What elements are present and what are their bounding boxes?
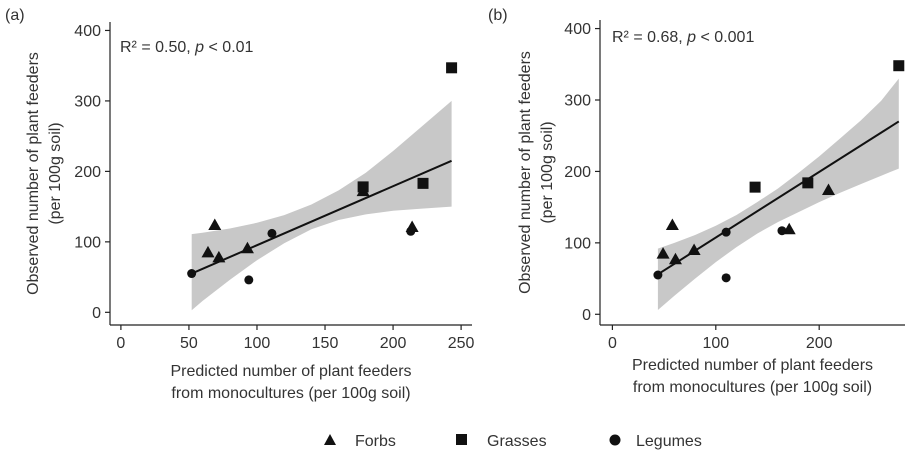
legend-item-legumes: Legumes	[609, 433, 702, 450]
panel-b-label: (b)	[488, 7, 508, 24]
r2-text: R² = 0.50,	[120, 39, 195, 56]
p-threshold: < 0.01	[204, 39, 253, 56]
x-tick-label: 100	[244, 335, 271, 352]
y-tick-label: 200	[564, 164, 591, 181]
legend-circle-marker	[609, 434, 621, 446]
legend-label-grasses: Grasses	[487, 433, 547, 450]
y-tick-label: 0	[92, 305, 101, 322]
legumes-point	[406, 226, 416, 236]
x-tick-label: 0	[116, 335, 125, 352]
confidence-band	[657, 78, 899, 310]
panel-a-plot: 0 50 100 150 200 250 0 100 200 300 400 Predicted nu…	[25, 22, 475, 402]
y-axis-title: (per 100g soil)	[47, 122, 64, 224]
p-threshold: < 0.001	[696, 29, 754, 46]
panel-a-label: (a)	[5, 7, 25, 24]
x-tick-label: 200	[806, 335, 833, 352]
y-axis-title: Observed number of plant feeders	[517, 51, 534, 294]
y-tick-label: 200	[74, 164, 101, 181]
grasses-point	[357, 181, 369, 193]
legumes-point	[777, 226, 787, 236]
x-tick-label: 200	[380, 335, 407, 352]
p-symbol: p	[194, 39, 204, 56]
legend: Forbs Grasses Legumes	[324, 433, 702, 450]
x-axis-title: from monocultures (per 100g soil)	[171, 385, 410, 402]
forbs-point	[821, 183, 835, 195]
x-axis-title: Predicted number of plant feeders	[632, 357, 873, 374]
y-axis-title: Observed number of plant feeders	[25, 52, 42, 295]
forbs-point	[212, 250, 226, 263]
legend-square-marker	[456, 434, 467, 445]
legumes-point	[721, 227, 731, 237]
x-tick-label: 150	[312, 335, 339, 352]
y-tick-label: 0	[582, 307, 591, 324]
grasses-point	[802, 177, 814, 189]
legend-item-grasses: Grasses	[456, 433, 547, 450]
y-tick-label: 100	[564, 235, 591, 252]
legumes-point	[187, 269, 197, 279]
legumes-point	[267, 228, 277, 238]
x-tick-label: 50	[180, 335, 198, 352]
x-tick-label: 0	[608, 335, 617, 352]
legumes-point	[244, 275, 254, 285]
forbs-point	[687, 243, 701, 255]
forbs-point	[656, 247, 670, 259]
grasses-point	[417, 177, 429, 189]
y-tick-label: 300	[74, 93, 101, 110]
x-tick-label: 100	[702, 335, 729, 352]
y-axis-title: (per 100g soil)	[539, 121, 556, 223]
grasses-point	[749, 181, 761, 193]
legend-item-forbs: Forbs	[324, 433, 396, 450]
y-tick-label: 400	[564, 21, 591, 38]
legend-label-forbs: Forbs	[355, 433, 396, 450]
y-tick-label: 300	[564, 93, 591, 110]
grasses-point	[446, 62, 458, 74]
forbs-point	[240, 241, 254, 254]
forbs-point	[201, 245, 215, 258]
x-axis-title: Predicted number of plant feeders	[170, 363, 411, 380]
legumes-point	[653, 270, 663, 280]
legend-label-legumes: Legumes	[636, 433, 702, 450]
p-symbol: p	[686, 29, 696, 46]
stats-annotation: R² = 0.68, p < 0.001	[612, 29, 754, 46]
legumes-point	[721, 273, 731, 283]
grasses-point	[893, 60, 905, 72]
confidence-band	[191, 100, 452, 311]
r2-text: R² = 0.68,	[612, 29, 687, 46]
forbs-point	[668, 252, 682, 265]
panel-b-plot: 0 100 200 0 100 200 300 400 Predicted number of …	[517, 20, 905, 396]
x-axis-title: from monocultures (per 100g soil)	[633, 379, 872, 396]
x-tick-label: 250	[448, 335, 475, 352]
forbs-point	[665, 218, 679, 230]
forbs-point	[208, 218, 222, 230]
legend-triangle-marker	[324, 434, 336, 445]
y-tick-label: 400	[74, 23, 101, 40]
stats-annotation: R² = 0.50, p < 0.01	[120, 39, 254, 56]
y-tick-label: 100	[74, 234, 101, 251]
regression-line	[191, 159, 452, 275]
regression-line	[657, 120, 900, 276]
